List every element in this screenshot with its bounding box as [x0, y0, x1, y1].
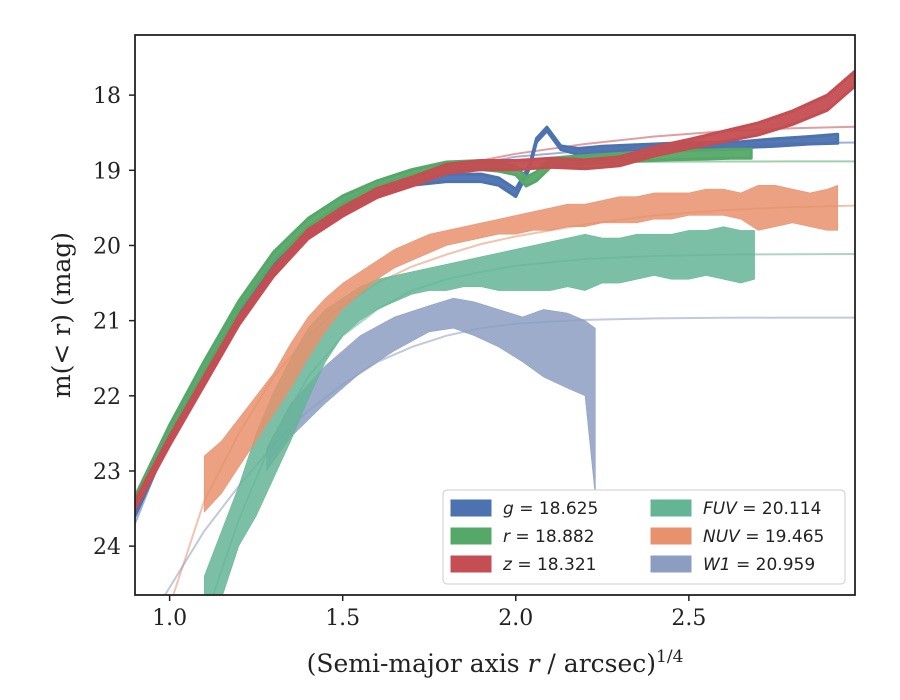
legend-swatch-w1: [650, 555, 692, 573]
y-tick-label: 24: [93, 535, 121, 560]
y-tick-label: 21: [93, 310, 121, 335]
legend-label-z: z = 18.321: [502, 555, 596, 575]
legend-label-nuv: NUV = 19.465: [703, 527, 824, 547]
legend-label-r: r = 18.882: [503, 527, 595, 547]
legend-swatch-nuv: [650, 527, 692, 545]
x-tick-label: 1.5: [325, 606, 360, 631]
x-tick-label: 2.5: [671, 606, 706, 631]
legend: g = 18.625 r = 18.882 z = 18.321 FUV = 20.1…: [442, 489, 846, 585]
y-axis-title: m(< r) (mag): [47, 232, 76, 398]
y-tick-label: 20: [93, 234, 121, 259]
x-axis-title: (Semi-major axis r / arcsec)1/4: [307, 647, 684, 678]
legend-swatch-z: [450, 555, 492, 573]
plot-frame: [134, 34, 856, 596]
legend-label-w1: W1 = 20.959: [703, 555, 815, 575]
legend-label-g: g = 18.625: [503, 499, 598, 519]
x-tick-label: 1.0: [152, 606, 187, 631]
profile-band-nuv: [203, 185, 838, 513]
legend-swatch-r: [450, 527, 492, 545]
y-tick-label: 22: [93, 385, 121, 410]
legend-swatch-g: [450, 499, 492, 517]
legend-label-fuv: FUV = 20.114: [703, 499, 821, 519]
profile-band-fuv: [203, 226, 755, 595]
data-layer: [135, 69, 855, 595]
legend-box: [442, 489, 846, 585]
y-tick-label: 18: [93, 84, 121, 109]
y-tick-label: 23: [93, 460, 121, 485]
y-tick-label: 19: [93, 159, 121, 184]
legend-swatch-fuv: [650, 499, 692, 517]
x-tick-label: 2.0: [498, 606, 533, 631]
profile-band-z: [135, 69, 855, 511]
axis-layer: 1.0 1.5 2.0 2.5 18 19 20 21 22 23 24: [93, 84, 706, 631]
